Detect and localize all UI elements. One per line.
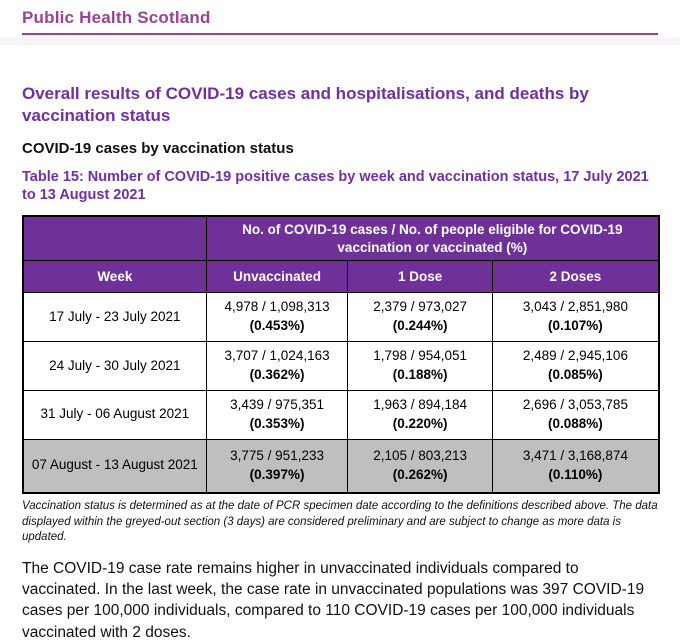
two-doses-cell: 3,043 / 2,851,980 (0.107%) <box>491 292 660 343</box>
unvaccinated-cell: 3,439 / 975,351 (0.353%) <box>205 389 349 440</box>
case-counts: 3,707 / 1,024,163 <box>224 348 330 364</box>
table-group-header-row: No. of COVID-19 cases / No. of people el… <box>22 215 660 262</box>
column-header-unvaccinated: Unvaccinated <box>205 260 349 294</box>
case-counts: 4,978 / 1,098,313 <box>224 299 330 315</box>
case-counts: 1,963 / 894,184 <box>373 396 468 412</box>
covid-cases-table: No. of COVID-19 cases / No. of people el… <box>22 215 660 495</box>
table-row-preliminary: 07 August - 13 August 2021 3,775 / 951,2… <box>22 438 660 494</box>
column-header-week: Week <box>22 260 207 294</box>
week-cell: 17 July - 23 July 2021 <box>22 292 207 343</box>
brand-title: Public Health Scotland <box>22 8 211 27</box>
brand-header: Public Health Scotland <box>22 8 658 35</box>
week-cell: 31 July - 06 August 2021 <box>22 389 207 440</box>
one-dose-cell: 1,798 / 954,051 (0.188%) <box>347 341 493 391</box>
case-percentage: (0.353%) <box>249 415 305 431</box>
case-counts: 2,696 / 3,053,785 <box>522 396 628 412</box>
page-title: Overall results of COVID-19 cases and ho… <box>22 84 589 125</box>
two-doses-cell: 3,471 / 3,168,874 (0.110%) <box>491 438 660 494</box>
section-subtitle: COVID-19 cases by vaccination status <box>22 139 294 157</box>
column-header-2-doses: 2 Doses <box>491 260 660 294</box>
week-cell: 24 July - 30 July 2021 <box>22 341 207 391</box>
case-percentage: (0.085%) <box>548 366 603 382</box>
unvaccinated-cell: 3,775 / 951,233 (0.397%) <box>205 438 349 494</box>
case-percentage: (0.220%) <box>392 415 448 431</box>
week-cell: 07 August - 13 August 2021 <box>22 438 207 494</box>
case-counts: 3,439 / 975,351 <box>230 396 324 412</box>
table-column-header-row: Week Unvaccinated 1 Dose 2 Doses <box>22 260 660 294</box>
two-doses-cell: 2,489 / 2,945,106 (0.085%) <box>491 341 660 391</box>
page: Public Health Scotland Overall results o… <box>0 8 680 641</box>
case-percentage: (0.107%) <box>548 318 603 334</box>
case-percentage: (0.397%) <box>249 466 305 482</box>
one-dose-cell: 1,963 / 894,184 (0.220%) <box>347 389 493 440</box>
case-counts: 3,043 / 2,851,980 <box>522 299 628 315</box>
unvaccinated-cell: 4,978 / 1,098,313 (0.453%) <box>205 292 349 343</box>
table-row: 24 July - 30 July 2021 3,707 / 1,024,163… <box>22 341 660 391</box>
case-percentage: (0.110%) <box>548 466 603 482</box>
case-counts: 1,798 / 954,051 <box>373 348 468 364</box>
table-footnote: Vaccination status is determined as at t… <box>22 500 658 544</box>
case-counts: 2,379 / 973,027 <box>373 299 468 315</box>
case-percentage: (0.453%) <box>249 318 305 334</box>
case-counts: 2,489 / 2,945,106 <box>522 348 628 364</box>
two-doses-cell: 2,696 / 3,053,785 (0.088%) <box>491 389 660 440</box>
table-row: 31 July - 06 August 2021 3,439 / 975,351… <box>22 389 660 440</box>
case-percentage: (0.262%) <box>392 466 448 482</box>
case-counts: 3,471 / 3,168,874 <box>522 447 628 463</box>
case-percentage: (0.188%) <box>392 366 448 382</box>
group-header-cell: No. of COVID-19 cases / No. of people el… <box>205 215 660 262</box>
empty-header-cell <box>22 215 207 262</box>
column-header-1-dose: 1 Dose <box>347 260 493 294</box>
case-counts: 3,775 / 951,233 <box>230 447 324 463</box>
table-caption: Table 15: Number of COVID-19 positive ca… <box>22 168 649 204</box>
unvaccinated-cell: 3,707 / 1,024,163 (0.362%) <box>205 341 349 391</box>
decorative-band <box>0 38 680 45</box>
case-percentage: (0.088%) <box>548 415 603 431</box>
one-dose-cell: 2,105 / 803,213 (0.262%) <box>347 438 493 494</box>
one-dose-cell: 2,379 / 973,027 (0.244%) <box>347 292 493 343</box>
summary-paragraph: The COVID-19 case rate remains higher in… <box>22 559 645 641</box>
case-counts: 2,105 / 803,213 <box>373 447 468 463</box>
table-row: 17 July - 23 July 2021 4,978 / 1,098,313… <box>22 292 660 343</box>
case-percentage: (0.362%) <box>249 366 305 382</box>
case-percentage: (0.244%) <box>392 318 448 334</box>
